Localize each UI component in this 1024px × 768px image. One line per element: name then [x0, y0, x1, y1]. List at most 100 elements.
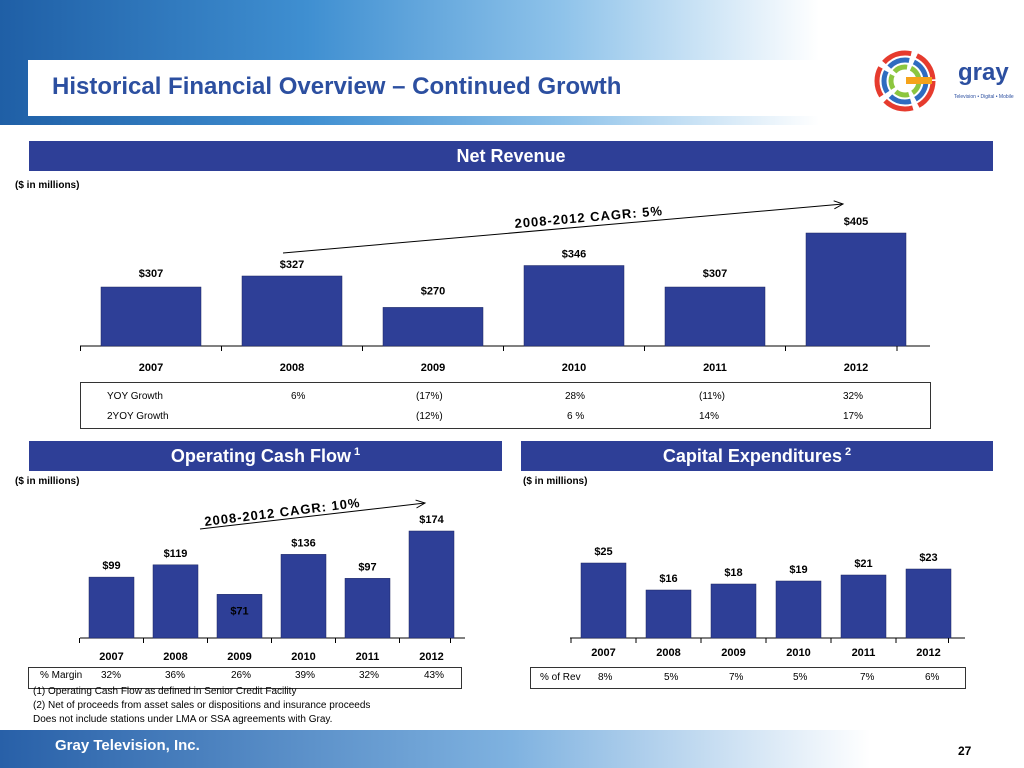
2yoy-growth-value-3: 6 %: [567, 411, 585, 422]
net-revenue-header: Net Revenue: [29, 141, 993, 171]
capex-rev-value-3: 5%: [793, 672, 808, 683]
capex-value-label-2011: $21: [854, 558, 872, 570]
operating_cash_flow-category-2011: 2011: [356, 651, 380, 663]
capex-units: ($ in millions): [523, 476, 588, 487]
operating_cash_flow-bar-2009: [216, 594, 263, 639]
yoy-growth-label: YOY Growth: [107, 391, 163, 402]
operating_cash_flow-bar-2010: [280, 554, 327, 639]
2yoy-growth-value-4: 14%: [699, 411, 720, 422]
operating_cash_flow-category-2009: 2009: [227, 651, 251, 663]
capex-rev-value-4: 7%: [860, 672, 875, 683]
capex-rev-label: % of Rev: [540, 672, 581, 683]
2yoy-growth-value-2: (12%): [416, 411, 443, 422]
footnote-3: Does not include stations under LMA or S…: [33, 714, 333, 725]
footnote-2: (2) Net of proceeds from asset sales or …: [33, 700, 371, 711]
operating_cash_flow-value-label-2009: $71: [230, 605, 248, 617]
capex-note-ref: 2: [844, 446, 852, 458]
capex-rev-value-2: 7%: [729, 672, 744, 683]
net-revenue-growth-table: [80, 382, 931, 429]
net_revenue-bar-2007: [100, 286, 202, 347]
ocf-header: Operating Cash Flow 1: [29, 441, 502, 471]
gray-logo-icon: [874, 50, 936, 112]
capex-category-2007: 2007: [591, 647, 615, 659]
capex-category-2008: 2008: [656, 647, 680, 659]
capex-bar-2008: [645, 589, 692, 639]
yoy-growth-value-1: 6%: [291, 391, 306, 402]
capex-value-label-2007: $25: [594, 546, 612, 558]
gray-logo: gray Television • Digital • Mobile: [874, 50, 1014, 112]
logo-wordmark: gray: [958, 59, 1009, 86]
ocf-title: Operating Cash Flow: [170, 445, 351, 466]
ocf-margin-value-3: 39%: [295, 670, 316, 681]
capex-category-2011: 2011: [852, 647, 876, 659]
operating_cash_flow-bar-2012: [408, 530, 455, 639]
net_revenue-value-label-2008: $327: [280, 259, 304, 271]
capex-bar-2009: [710, 583, 757, 639]
net_revenue-bar-2009: [382, 307, 484, 347]
capex-value-label-2008: $16: [659, 573, 677, 585]
footnote-1: (1) Operating Cash Flow as defined in Se…: [33, 686, 297, 697]
operating_cash_flow-value-label-2010: $136: [291, 537, 315, 549]
net_revenue-bar-2010: [523, 265, 625, 347]
capex-value-label-2009: $18: [724, 567, 742, 579]
yoy-growth-value-4: (11%): [699, 391, 725, 402]
capex-category-2012: 2012: [916, 647, 940, 659]
operating_cash_flow-cagr-arrowhead: [415, 499, 427, 509]
operating_cash_flow-category-2008: 2008: [163, 651, 187, 663]
capex-bar-2012: [905, 568, 952, 639]
capex-value-label-2010: $19: [789, 564, 807, 576]
2yoy-growth-label: 2YOY Growth: [107, 411, 169, 422]
operating_cash_flow-category-2010: 2010: [291, 651, 315, 663]
ocf-margin-table: [28, 667, 462, 689]
capex-title: Capital Expenditures: [662, 445, 842, 466]
ocf-margin-value-0: 32%: [101, 670, 122, 681]
logo-tagline: Television • Digital • Mobile: [954, 94, 1014, 100]
net_revenue-cagr-arrowhead: [833, 200, 845, 210]
net_revenue-value-label-2011: $307: [703, 268, 727, 280]
capex-rev-value-5: 6%: [925, 672, 940, 683]
net_revenue-value-label-2009: $270: [421, 285, 445, 297]
page-title: Historical Financial Overview – Continue…: [52, 73, 622, 100]
ocf-margin-value-5: 43%: [424, 670, 445, 681]
net_revenue-value-label-2012: $405: [844, 216, 868, 228]
yoy-growth-value-2: (17%): [416, 391, 443, 402]
net_revenue-value-label-2007: $307: [139, 268, 163, 280]
operating_cash_flow-bar-2008: [152, 564, 199, 639]
title-bar: [28, 60, 863, 116]
capex-rev-value-0: 8%: [598, 672, 613, 683]
net_revenue-value-label-2010: $346: [562, 249, 586, 261]
net_revenue-category-2010: 2010: [562, 362, 586, 374]
operating_cash_flow-category-2007: 2007: [99, 651, 123, 663]
2yoy-growth-value-5: 17%: [843, 411, 864, 422]
ocf-margin-value-2: 26%: [231, 670, 252, 681]
capex-header: Capital Expenditures 2: [521, 441, 993, 471]
capex-bar-2011: [840, 574, 887, 639]
ocf-margin-value-4: 32%: [359, 670, 380, 681]
net_revenue-bar-2011: [664, 286, 766, 347]
net-revenue-units: ($ in millions): [15, 180, 80, 191]
capex-bar-2010: [775, 580, 822, 639]
yoy-growth-value-5: 32%: [843, 391, 864, 402]
footer-company: Gray Television, Inc.: [55, 737, 200, 754]
operating_cash_flow-category-2012: 2012: [419, 651, 443, 663]
operating_cash_flow-value-label-2012: $174: [419, 514, 444, 526]
operating_cash_flow-bar-2011: [344, 578, 391, 639]
ocf-margin-value-1: 36%: [165, 670, 186, 681]
page-number: 27: [958, 744, 972, 758]
operating_cash_flow-cagr-arrow: [199, 502, 426, 530]
net_revenue-category-2011: 2011: [703, 362, 727, 374]
ocf-margin-label: % Margin: [40, 670, 83, 681]
capex-category-2009: 2009: [721, 647, 745, 659]
net_revenue-category-2009: 2009: [421, 362, 445, 374]
operating_cash_flow-value-label-2008: $119: [164, 548, 188, 560]
capex-rev-table: [530, 667, 966, 689]
capex-value-label-2012: $23: [919, 552, 937, 564]
net_revenue-category-2012: 2012: [844, 362, 868, 374]
ocf-units: ($ in millions): [15, 476, 80, 487]
yoy-growth-value-3: 28%: [565, 391, 586, 402]
net_revenue-category-2008: 2008: [280, 362, 304, 374]
capex-category-2010: 2010: [786, 647, 810, 659]
